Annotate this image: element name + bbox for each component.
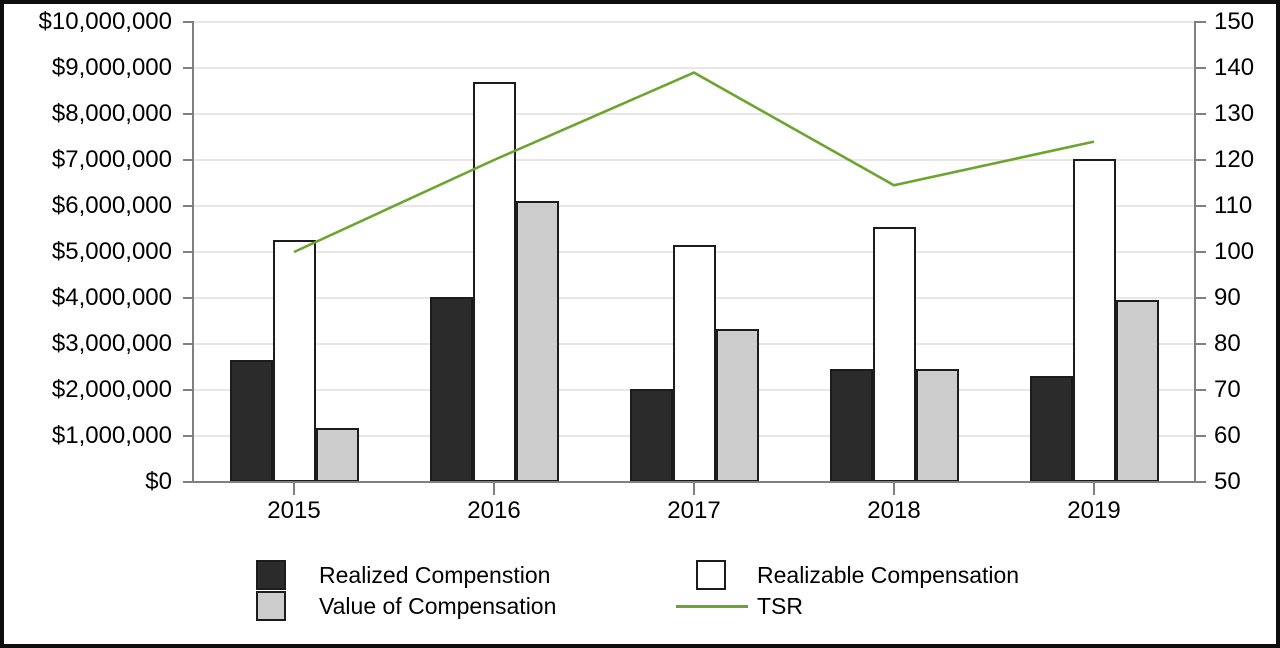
left-axis-tick <box>183 343 194 345</box>
right-axis-tick <box>1194 435 1206 437</box>
right-axis-tick-label: 50 <box>1214 468 1241 495</box>
left-axis-tick-label: $9,000,000 <box>51 54 172 81</box>
left-axis-tick <box>183 435 194 437</box>
bar-realizable-compensation-2016 <box>472 82 516 482</box>
right-axis-tick-label: 80 <box>1214 330 1241 357</box>
bar-realized-compenstion-2016 <box>429 297 473 482</box>
x-axis-label-2015: 2015 <box>267 497 321 524</box>
realized-compensation-swatch <box>256 560 286 590</box>
right-axis-tick-label: 70 <box>1214 376 1241 403</box>
left-axis-tick-label: $10,000,000 <box>38 8 172 35</box>
right-axis-tick-label: 100 <box>1214 238 1255 265</box>
right-axis-tick <box>1194 113 1206 115</box>
legend-label-value: Value of Compensation <box>319 592 557 619</box>
left-axis-tick-label: $8,000,000 <box>51 100 172 127</box>
bar-realizable-compensation-2019 <box>1072 159 1116 482</box>
bar-value-of-compensation-2019 <box>1115 300 1159 482</box>
x-axis-label-2016: 2016 <box>467 497 521 524</box>
gridline <box>194 159 1194 161</box>
x-axis-label-2017: 2017 <box>667 497 721 524</box>
right-axis-tick-label: 140 <box>1214 54 1255 81</box>
bar-realized-compenstion-2015 <box>229 360 273 482</box>
x-axis-tick <box>293 482 295 495</box>
bar-realizable-compensation-2015 <box>272 240 316 482</box>
left-axis-tick <box>183 159 194 161</box>
bar-value-of-compensation-2016 <box>515 201 559 482</box>
right-axis-tick <box>1194 481 1206 483</box>
right-axis-tick <box>1194 21 1206 23</box>
legend-label-realized: Realized Compenstion <box>319 561 551 588</box>
left-axis-tick-label: $6,000,000 <box>51 192 172 219</box>
x-axis-label-2018: 2018 <box>867 497 921 524</box>
left-axis-tick-label: $3,000,000 <box>51 330 172 357</box>
left-axis-tick <box>183 113 194 115</box>
left-axis-tick-label: $7,000,000 <box>51 146 172 173</box>
left-axis-tick <box>183 251 194 253</box>
gridline <box>194 205 1194 207</box>
bar-realizable-compensation-2017 <box>672 245 716 482</box>
left-axis-tick <box>183 297 194 299</box>
realizable-compensation-swatch <box>696 560 726 590</box>
left-axis-tick-label: $0 <box>145 468 172 495</box>
right-axis-tick <box>1194 67 1206 69</box>
gridline <box>194 67 1194 69</box>
gridline <box>194 113 1194 115</box>
right-axis-tick <box>1194 297 1206 299</box>
left-axis-tick <box>183 67 194 69</box>
left-axis-tick <box>183 389 194 391</box>
left-axis-tick <box>183 481 194 483</box>
right-axis-tick-label: 110 <box>1214 192 1253 219</box>
right-axis-tick <box>1194 343 1206 345</box>
x-axis-tick <box>1093 482 1095 495</box>
right-axis-tick-label: 120 <box>1214 146 1255 173</box>
plot-area <box>194 21 1194 482</box>
legend-label-tsr: TSR <box>757 592 803 619</box>
legend-item-value: Value of Compensation <box>256 591 556 621</box>
right-axis-tick-label: 130 <box>1214 100 1255 127</box>
right-axis-tick-label: 150 <box>1214 8 1255 35</box>
right-axis-tick-label: 90 <box>1214 284 1241 311</box>
bar-realized-compenstion-2018 <box>829 369 873 482</box>
value-of-compensation-swatch <box>256 591 286 621</box>
gridline <box>194 21 1194 23</box>
legend-item-realized: Realized Compenstion <box>256 560 550 590</box>
bar-realizable-compensation-2018 <box>872 227 916 482</box>
bar-value-of-compensation-2015 <box>315 428 359 482</box>
left-axis-tick <box>183 205 194 207</box>
bar-realized-compenstion-2017 <box>629 389 673 482</box>
right-axis-tick <box>1194 389 1206 391</box>
x-axis-tick <box>493 482 495 495</box>
legend-item-realizable: Realizable Compensation <box>696 560 1019 590</box>
legend-item-tsr: TSR <box>676 591 803 621</box>
left-axis-tick-label: $5,000,000 <box>51 238 172 265</box>
left-axis-tick-label: $2,000,000 <box>51 376 172 403</box>
bar-value-of-compensation-2017 <box>715 329 759 482</box>
x-axis-tick <box>893 482 895 495</box>
bar-value-of-compensation-2018 <box>915 369 959 482</box>
tsr-line-swatch <box>676 604 748 608</box>
bar-realized-compenstion-2019 <box>1029 376 1073 482</box>
tsr-polyline <box>293 71 1095 254</box>
right-axis-tick <box>1194 159 1206 161</box>
x-axis-tick <box>693 482 695 495</box>
right-axis-tick <box>1194 251 1206 253</box>
legend-label-realizable: Realizable Compensation <box>757 561 1020 588</box>
x-axis-label-2019: 2019 <box>1067 497 1121 524</box>
left-axis-tick-label: $1,000,000 <box>51 422 172 449</box>
left-axis-tick-label: $4,000,000 <box>51 284 172 311</box>
right-axis-tick <box>1194 205 1206 207</box>
right-axis-tick-label: 60 <box>1214 422 1241 449</box>
left-axis-tick <box>183 21 194 23</box>
